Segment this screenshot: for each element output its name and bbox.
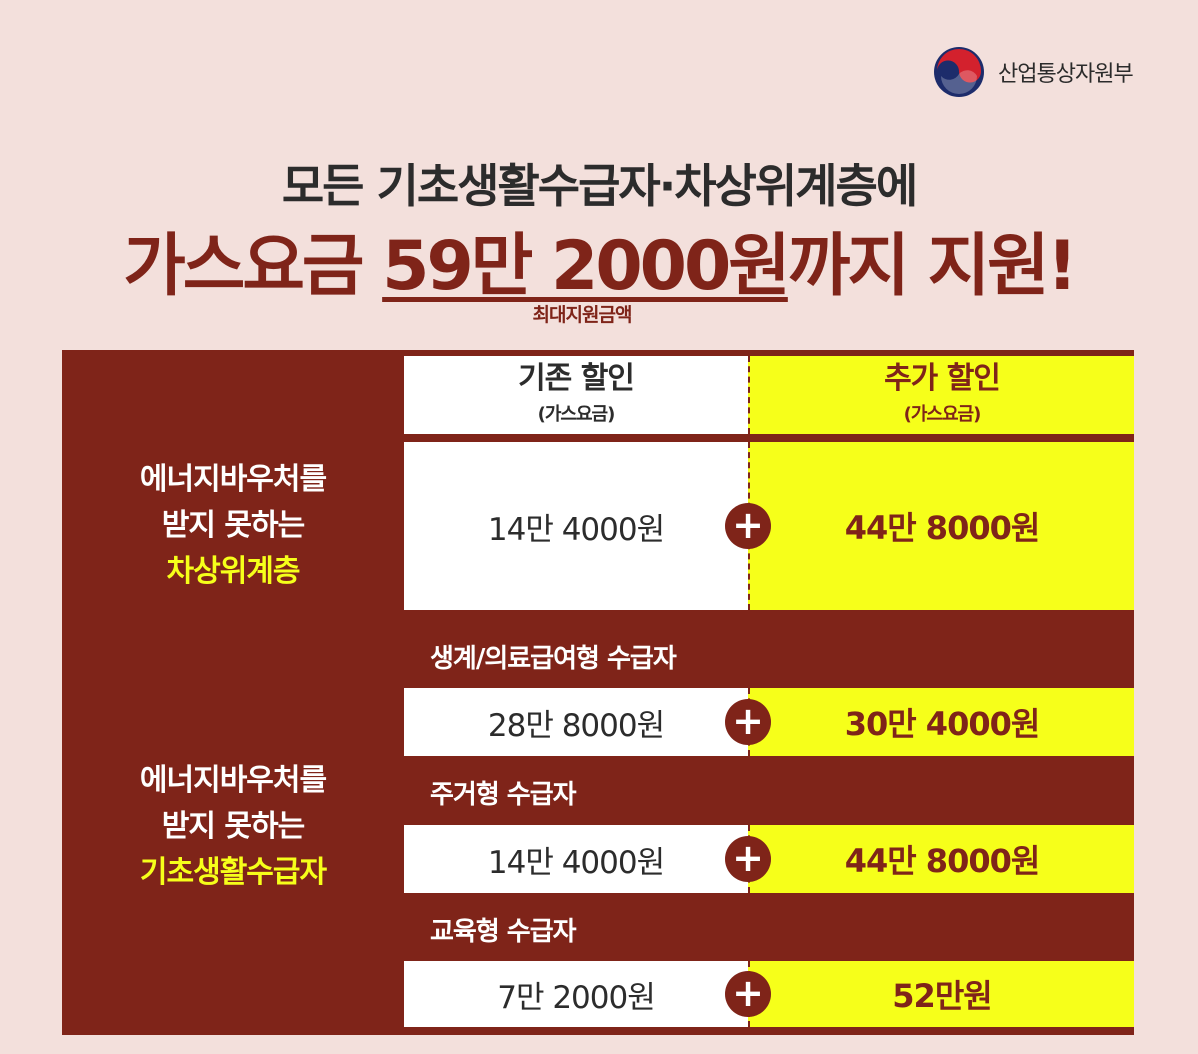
base-discount-header: 기존 할인 (가스요금) xyxy=(404,356,748,434)
headline-prefix: 가스요금 xyxy=(123,227,383,306)
row1-extra-value: 30만 4000원 xyxy=(844,705,1041,743)
row3-extra-value: 52만원 xyxy=(892,977,992,1015)
group1-label-line1: 에너지바우처를 xyxy=(139,462,327,497)
row2-base-value: 14만 4000원 xyxy=(487,844,665,881)
plus-icon: + xyxy=(725,971,771,1017)
ministry-name: 산업통상자원부 xyxy=(998,62,1134,87)
group1-extra-cell: 44만 8000원 xyxy=(748,442,1134,610)
row2-title: 주거형 수급자 xyxy=(430,780,577,810)
extra-header-sub: (가스요금) xyxy=(903,404,982,425)
row3-extra-cell: 52만원 xyxy=(748,961,1134,1027)
row2-extra-cell: 44만 8000원 xyxy=(748,825,1134,893)
plus-icon: + xyxy=(725,503,771,549)
row1-base-value: 28만 8000원 xyxy=(487,707,665,744)
row1-extra-cell: 30만 4000원 xyxy=(748,688,1134,756)
row2-base-cell: 14만 4000원 xyxy=(404,825,748,893)
base-header-title: 기존 할인 xyxy=(518,361,635,396)
group1-extra-value: 44만 8000원 xyxy=(844,509,1041,547)
group1-base-cell: 14만 4000원 xyxy=(404,442,748,610)
group2-label-line2: 받지 못하는 xyxy=(161,808,305,844)
max-amount-note: 최대지원금액 xyxy=(532,304,633,326)
group2-label: 에너지바우처를 받지 못하는 기초생활수급자 xyxy=(62,618,404,1035)
headline-amount: 59만 2000원 xyxy=(382,227,791,306)
ministry-logo: 산업통상자원부 xyxy=(932,44,1134,100)
plus-icon: + xyxy=(725,836,771,882)
row1-title: 생계/의료급여형 수급자 xyxy=(430,644,677,674)
group1-label-line2: 받지 못하는 xyxy=(161,508,305,543)
headline-line1: 모든 기초생활수급자·차상위계층에 xyxy=(281,159,918,213)
row3-base-value: 7만 2000원 xyxy=(497,979,656,1016)
group2-label-line1: 에너지바우처를 xyxy=(139,762,327,798)
row2-extra-value: 44만 8000원 xyxy=(844,842,1041,880)
extra-discount-header: 추가 할인 (가스요금) xyxy=(748,356,1134,434)
group1-base-value: 14만 4000원 xyxy=(487,511,665,548)
group2-label-highlight: 기초생활수급자 xyxy=(139,854,327,890)
plus-icon: + xyxy=(725,699,771,745)
taegeuk-emblem-icon xyxy=(934,47,984,97)
headline-suffix: 까지 지원! xyxy=(787,227,1078,306)
row3-base-cell: 7만 2000원 xyxy=(404,961,748,1027)
extra-header-title: 추가 할인 xyxy=(884,361,1001,396)
group1-label: 에너지바우처를 받지 못하는 차상위계층 xyxy=(62,442,404,610)
discount-table: 기존 할인 (가스요금) 추가 할인 (가스요금) 에너지바우처를 받지 못하는… xyxy=(62,350,1134,1035)
group1-label-highlight: 차상위계층 xyxy=(166,554,301,589)
base-header-sub: (가스요금) xyxy=(537,404,616,425)
row1-base-cell: 28만 8000원 xyxy=(404,688,748,756)
row3-title: 교육형 수급자 xyxy=(430,917,577,947)
headline-line2: 가스요금 59만 2000원까지 지원! xyxy=(0,210,1198,309)
